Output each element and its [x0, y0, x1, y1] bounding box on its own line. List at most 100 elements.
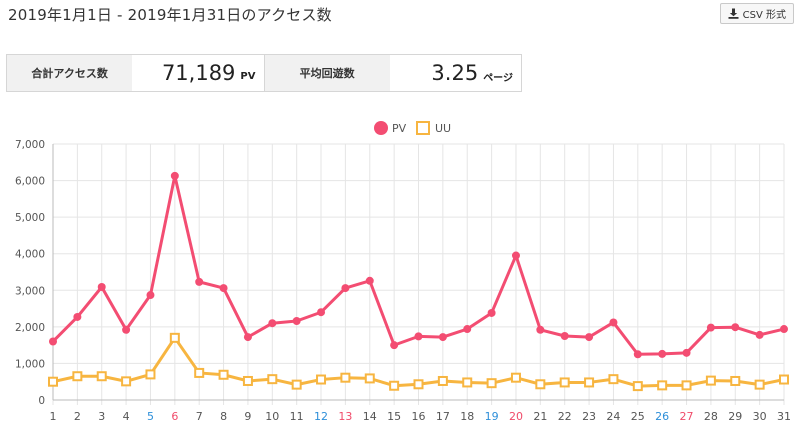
- uu-point[interactable]: [291, 379, 302, 390]
- y-tick-label: 1,000: [15, 358, 45, 370]
- x-tick-label: 16: [412, 410, 426, 423]
- legend-uu-marker[interactable]: [416, 121, 430, 135]
- pv-point[interactable]: [438, 333, 447, 342]
- uu-point[interactable]: [754, 379, 765, 390]
- pv-point[interactable]: [658, 349, 667, 358]
- pv-point[interactable]: [219, 284, 228, 293]
- pv-point[interactable]: [414, 332, 423, 341]
- chart-series: [48, 171, 789, 392]
- x-tick-label: 24: [606, 410, 620, 423]
- total-access-unit: PV: [240, 70, 256, 82]
- uu-point[interactable]: [779, 374, 789, 385]
- total-access-label: 合計アクセス数: [7, 55, 133, 91]
- chart-legend: PV UU: [374, 121, 451, 135]
- uu-point[interactable]: [730, 375, 741, 386]
- x-tick-label: 12: [314, 410, 328, 423]
- pv-point[interactable]: [706, 323, 715, 332]
- pv-point[interactable]: [682, 348, 691, 357]
- uu-point[interactable]: [340, 372, 351, 383]
- chart-grid: [52, 143, 785, 405]
- pv-point[interactable]: [49, 337, 57, 346]
- pv-point[interactable]: [292, 317, 301, 326]
- pv-point[interactable]: [487, 308, 496, 317]
- uu-point[interactable]: [486, 378, 497, 389]
- pv-point[interactable]: [633, 350, 642, 359]
- pv-point[interactable]: [268, 319, 277, 328]
- x-tick-label: 22: [558, 410, 572, 423]
- pv-point[interactable]: [390, 341, 399, 350]
- uu-point[interactable]: [705, 375, 716, 386]
- x-tick-label: 23: [582, 410, 596, 423]
- uu-point[interactable]: [48, 376, 58, 387]
- pv-point[interactable]: [365, 276, 374, 285]
- x-tick-label: 20: [509, 410, 523, 423]
- pv-point[interactable]: [780, 325, 788, 334]
- x-tick-label: 28: [704, 410, 718, 423]
- y-tick-label: 7,000: [15, 139, 45, 151]
- pv-point[interactable]: [243, 333, 252, 342]
- uu-point[interactable]: [632, 381, 643, 392]
- pv-point[interactable]: [195, 277, 204, 286]
- uu-point[interactable]: [413, 379, 424, 390]
- uu-point[interactable]: [437, 375, 448, 386]
- series-pv: [49, 171, 788, 359]
- uu-point[interactable]: [194, 367, 205, 378]
- pv-point[interactable]: [755, 330, 764, 339]
- uu-point[interactable]: [462, 377, 473, 388]
- x-tick-label: 1: [50, 410, 57, 423]
- pv-point[interactable]: [122, 325, 131, 334]
- x-tick-label: 17: [436, 410, 450, 423]
- pv-point[interactable]: [73, 312, 82, 321]
- uu-point[interactable]: [608, 374, 619, 385]
- pv-point[interactable]: [317, 308, 326, 317]
- pv-point[interactable]: [585, 333, 594, 342]
- uu-point[interactable]: [72, 371, 83, 382]
- avg-pages-unit: ページ: [483, 72, 513, 84]
- uu-point[interactable]: [364, 373, 375, 384]
- x-tick-label: 3: [98, 410, 105, 423]
- total-access-value: 71,189: [161, 61, 236, 85]
- pv-point[interactable]: [97, 282, 106, 291]
- csv-button-label: CSV 形式: [742, 10, 786, 21]
- x-tick-label: 10: [265, 410, 279, 423]
- uu-point[interactable]: [657, 380, 668, 391]
- pv-point[interactable]: [560, 332, 569, 340]
- uu-point[interactable]: [389, 380, 400, 391]
- uu-point[interactable]: [169, 332, 180, 343]
- stats-summary: 合計アクセス数 71,189 PV 平均回遊数 3.25 ページ: [6, 54, 522, 92]
- uu-point[interactable]: [559, 377, 570, 388]
- uu-point[interactable]: [242, 375, 253, 386]
- pv-point[interactable]: [341, 284, 350, 293]
- avg-pages-value: 3.25: [431, 61, 479, 85]
- uu-point[interactable]: [121, 376, 132, 387]
- x-tick-label: 21: [533, 410, 547, 423]
- x-tick-label: 11: [290, 410, 304, 423]
- x-tick-label: 8: [220, 410, 227, 423]
- uu-point[interactable]: [145, 369, 156, 380]
- pv-point[interactable]: [146, 291, 155, 300]
- uu-point[interactable]: [584, 377, 595, 388]
- uu-point[interactable]: [218, 369, 229, 380]
- uu-point[interactable]: [535, 379, 546, 390]
- access-line-chart: PV UU 0 1,000 2,000 3,000 4,000 5,000 6,000 7,0…: [15, 121, 791, 423]
- avg-pages-label: 平均回遊数: [264, 55, 390, 91]
- csv-export-button[interactable]: CSV 形式: [719, 3, 794, 24]
- pv-point[interactable]: [731, 323, 740, 332]
- stats-divider: [263, 55, 265, 91]
- uu-point[interactable]: [316, 374, 327, 385]
- y-tick-label: 3,000: [15, 285, 45, 297]
- uu-point[interactable]: [681, 380, 692, 391]
- uu-point[interactable]: [267, 374, 278, 385]
- y-tick-label: 6,000: [15, 176, 45, 188]
- y-tick-label: 2,000: [15, 322, 45, 334]
- pv-point[interactable]: [511, 251, 520, 260]
- uu-point[interactable]: [96, 371, 107, 382]
- legend-pv-marker[interactable]: [374, 121, 388, 135]
- y-tick-label: 5,000: [15, 212, 45, 224]
- pv-point[interactable]: [170, 171, 179, 180]
- pv-point[interactable]: [609, 318, 618, 327]
- pv-point[interactable]: [536, 325, 545, 334]
- uu-point[interactable]: [510, 372, 521, 383]
- page-title: 2019年1月1日 - 2019年1月31日のアクセス数: [8, 6, 332, 24]
- pv-point[interactable]: [463, 325, 472, 334]
